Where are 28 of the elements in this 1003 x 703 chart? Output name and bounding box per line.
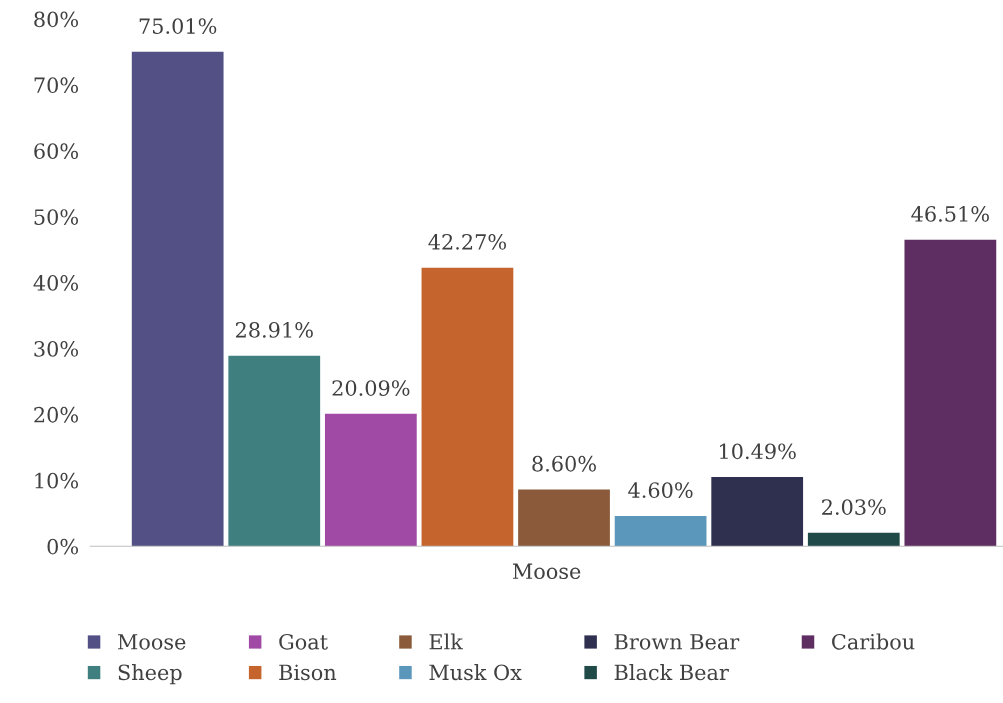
data-label: 28.91%: [235, 322, 313, 338]
legend-label: Sheep: [118, 664, 182, 685]
data-label: 10.49%: [720, 443, 796, 460]
data-label: 42.27%: [428, 233, 506, 250]
y-tick-label: 80%: [34, 11, 79, 28]
legend-label: Moose: [118, 634, 186, 650]
data-label: 8.60%: [532, 455, 596, 472]
y-tick-label: 50%: [34, 209, 79, 225]
y-tick-label: 20%: [34, 406, 79, 423]
legend-label: Caribou: [832, 633, 915, 650]
legend-label: Elk: [429, 633, 463, 650]
legend-label: Goat: [279, 633, 328, 650]
data-label: 46.51%: [911, 206, 989, 222]
y-tick-label: 10%: [35, 472, 79, 489]
x-axis-title: Moose: [512, 563, 581, 580]
y-tick-label: 30%: [34, 340, 79, 357]
y-tick-label: 60%: [34, 143, 79, 159]
data-label: 2.03%: [822, 499, 886, 515]
y-tick-label: 40%: [33, 275, 79, 291]
data-label: 4.60%: [628, 482, 693, 498]
legend-label: Black Bear: [614, 664, 729, 681]
legend-label: Bison: [279, 664, 337, 681]
legend-label: Brown Bear: [614, 634, 740, 650]
legend-label: Musk Ox: [429, 664, 522, 681]
y-tick-label: 0%: [47, 538, 79, 555]
data-label: 75.01%: [139, 18, 217, 34]
data-label: 20.09%: [332, 380, 410, 396]
y-tick-label: 70%: [34, 77, 79, 94]
